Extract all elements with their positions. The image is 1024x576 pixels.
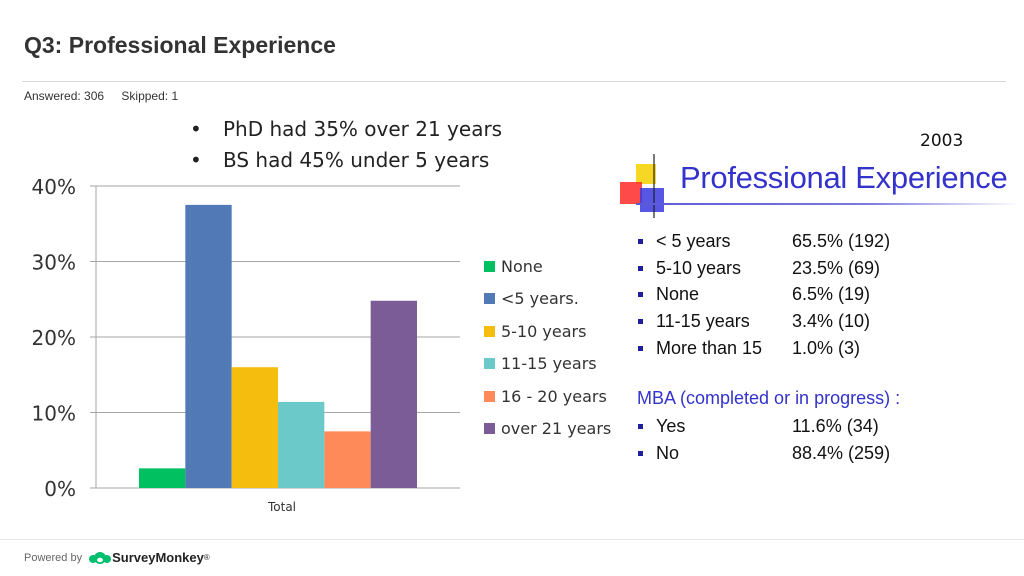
legend-swatch [484,325,495,337]
row-label: 5-10 years [656,257,742,278]
row-value: 88.4% (259) [792,442,891,463]
bullet-item: BS had 45% under 5 years [190,145,502,176]
legend-label: None [501,256,543,276]
skipped-count: Skipped: 1 [121,89,179,103]
legend-swatch [484,260,495,272]
row-label: Yes [656,416,686,436]
row-value: 11.6% (34) [792,416,879,436]
bullet-item: PhD had 35% over 21 years [190,114,502,145]
mba-heading: MBA (completed or in progress) : [637,388,901,408]
bar-1 [139,468,186,488]
surveymonkey-brand: SurveyMonkey [112,550,204,565]
surveymonkey-logo[interactable]: SurveyMonkey ® [88,550,210,565]
bar-chart: 0% 10% 20% 30% 40% Total [32,175,460,514]
slide-logo-icon [620,154,682,218]
legend-item: None [484,250,611,283]
legend-item: <5 years. [484,283,611,316]
page-title: Q3: Professional Experience [24,32,336,58]
legend-label: <5 years. [501,289,579,309]
bullet-square-icon [638,450,643,456]
row-value: 3.4% (10) [792,311,871,332]
bar-6 [370,300,417,488]
summary-bullets: PhD had 35% over 21 years BS had 45% und… [190,114,502,176]
row-label: None [656,284,700,305]
pe-title: Professional Experience [680,160,1008,195]
bullet-square-icon [638,292,643,298]
row-value: 1.0% (3) [792,337,861,358]
footer: Powered by SurveyMonkey ® [24,550,210,565]
row-value: 6.5% (19) [792,284,871,305]
bullet-square-icon [638,345,643,351]
year-label: 2003 [920,131,964,151]
row-label: More than 15 [656,337,763,358]
legend-swatch [484,390,495,402]
legend-swatch [484,358,495,370]
bar-5 [324,431,371,488]
bar-3 [231,367,278,488]
legend-label: over 21 years [501,419,612,439]
row-label: No [656,442,680,463]
header-divider [22,81,1006,82]
legend-item: over 21 years [484,413,611,446]
y-tick-label: 40% [32,175,76,199]
row-label: < 5 years [656,231,731,251]
row-label: 11-15 years [656,311,750,332]
bullet-square-icon [638,319,643,325]
legend-label: 11-15 years [501,354,597,374]
bar-2 [185,204,232,488]
pe-underline [636,203,1020,205]
surveymonkey-icon [89,551,112,564]
legend-item: 11-15 years [484,348,611,381]
row-value: 23.5% (69) [792,257,881,278]
powered-by-label: Powered by [24,551,83,564]
legend-swatch [484,423,495,435]
legend-item: 5-10 years [484,315,611,348]
y-tick-label: 10% [32,402,76,426]
legend-label: 16 - 20 years [501,386,607,406]
y-tick-label: 30% [32,251,76,275]
bullet-square-icon [638,239,643,244]
legend-item: 16 - 20 years [484,380,611,413]
chart-legend: None <5 years. 5-10 years 11-15 years 16… [484,250,611,445]
row-value: 65.5% (192) [792,231,891,251]
response-stats: Answered: 306 Skipped: 1 [24,89,192,103]
legend-label: 5-10 years [501,321,587,341]
footer-divider [0,539,1024,540]
bar-4 [278,401,325,488]
y-tick-label: 0% [44,477,76,501]
registered-mark: ® [203,553,210,562]
y-tick-label: 20% [32,326,76,350]
legend-swatch [484,293,495,305]
answered-count: Answered: 306 [24,89,105,103]
x-tick-label: Total [267,500,296,514]
bullet-square-icon [638,265,643,271]
bullet-square-icon [638,424,643,429]
